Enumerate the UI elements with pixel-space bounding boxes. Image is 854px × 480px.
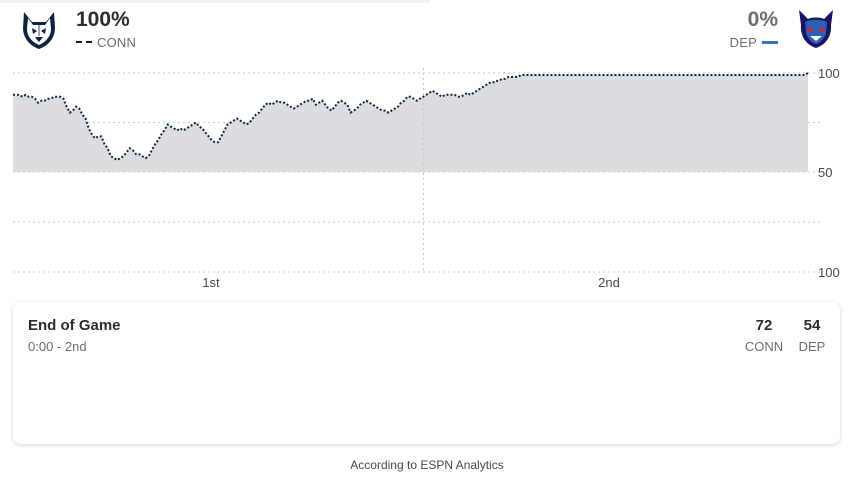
home-legend: CONN <box>76 35 136 50</box>
depaul-blue-demon-icon <box>796 7 834 49</box>
away-score-label: DEP <box>798 339 826 354</box>
x-tick-label: 2nd <box>598 275 620 290</box>
y-axis-ticks: 100 50 100 <box>818 66 840 280</box>
away-abbr: DEP <box>729 35 757 50</box>
home-probability-line <box>13 72 809 162</box>
home-score-label: CONN <box>744 339 784 354</box>
away-score-column: 54 DEP <box>792 317 832 354</box>
away-win-probability: 0% <box>747 8 778 31</box>
uconn-husky-icon <box>20 8 58 50</box>
x-tick-label: 1st <box>202 275 220 290</box>
home-abbr: CONN <box>97 35 137 50</box>
game-summary-card: End of Game 0:00 - 2nd 72 CONN 54 DEP <box>13 302 840 444</box>
home-probability-area <box>13 73 808 172</box>
home-score-column: 72 CONN <box>740 317 788 354</box>
y-tick-label: 50 <box>818 165 832 180</box>
top-divider <box>0 0 430 3</box>
away-line-swatch <box>762 41 778 45</box>
away-legend: DEP <box>730 35 778 50</box>
win-probability-chart: 100 50 100 1st 2nd <box>13 66 840 290</box>
home-line-swatch <box>76 40 92 43</box>
y-tick-label: 100 <box>818 66 840 81</box>
x-axis-ticks: 1st 2nd <box>202 275 620 290</box>
home-win-probability: 100% <box>76 8 130 31</box>
game-clock: 0:00 - 2nd <box>28 339 87 354</box>
analytics-attribution: According to ESPN Analytics <box>350 458 504 472</box>
home-score: 72 <box>755 317 773 334</box>
away-score: 54 <box>803 317 821 334</box>
y-tick-label: 100 <box>818 265 840 280</box>
game-status: End of Game <box>28 317 121 334</box>
